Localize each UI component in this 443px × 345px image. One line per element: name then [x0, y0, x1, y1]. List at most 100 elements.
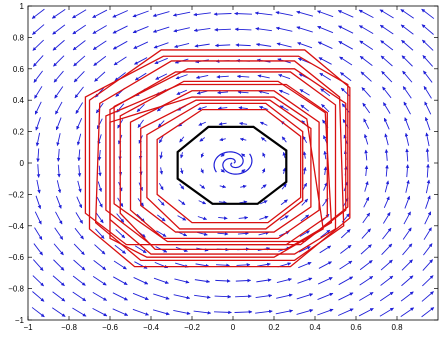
- field-arrow-81: [53, 243, 64, 256]
- field-arrow-159: [425, 195, 431, 209]
- center-spiral: [213, 151, 253, 175]
- field-arrow-202: [77, 149, 81, 162]
- field-arrow-334: [318, 57, 332, 65]
- field-arrow-353: [297, 42, 313, 49]
- field-arrow-292: [278, 89, 290, 95]
- field-arrow-115: [340, 229, 351, 239]
- field-arrow-347: [174, 42, 190, 49]
- field-arrow-113: [299, 230, 310, 237]
- y-tick-label-0: −1: [15, 316, 25, 325]
- field-arrow-209: [220, 153, 225, 157]
- field-arrow-377: [379, 24, 394, 35]
- field-arrow-380: [31, 8, 45, 19]
- field-arrow-198: [405, 164, 410, 178]
- field-arrow-306: [155, 73, 168, 80]
- field-arrow-76: [359, 260, 373, 271]
- field-arrow-7: [173, 310, 191, 315]
- field-arrow-351: [256, 42, 272, 47]
- field-arrow-19: [421, 307, 435, 318]
- field-arrow-140: [35, 195, 42, 210]
- field-arrow-337: [380, 55, 393, 67]
- field-arrow-101: [54, 227, 64, 240]
- field-arrow-287: [176, 89, 187, 95]
- field-arrow-367: [173, 27, 190, 33]
- field-arrow-173: [302, 182, 308, 191]
- field-arrow-149: [218, 200, 227, 205]
- field-arrow-169: [219, 184, 227, 189]
- field-arrow-387: [172, 11, 191, 17]
- field-arrow-396: [358, 9, 374, 19]
- field-arrow-15: [338, 308, 354, 316]
- field-arrow-123: [95, 212, 104, 224]
- field-arrow-22: [72, 291, 87, 302]
- field-arrow-117: [382, 227, 392, 240]
- field-arrow-239: [425, 132, 430, 147]
- field-arrow-345: [133, 41, 149, 49]
- field-arrow-110: [237, 231, 249, 236]
- field-arrow-191: [261, 168, 266, 174]
- field-arrow-399: [421, 8, 435, 19]
- field-arrow-216: [364, 149, 368, 161]
- field-arrow-193: [303, 167, 307, 175]
- field-arrow-120: [34, 211, 42, 225]
- field-arrow-398: [400, 9, 414, 19]
- field-arrow-373: [296, 26, 313, 33]
- field-arrow-47: [174, 278, 190, 284]
- x-tick-label-0: −1: [23, 323, 33, 332]
- field-arrow-179: [425, 179, 431, 194]
- field-arrow-245: [137, 119, 144, 128]
- field-arrow-49: [215, 279, 231, 283]
- field-arrow-196: [364, 165, 369, 177]
- field-arrow-122: [75, 212, 84, 224]
- field-arrow-46: [153, 277, 169, 284]
- field-arrow-127: [177, 215, 187, 221]
- field-arrow-114: [320, 229, 331, 238]
- field-arrow-229: [219, 137, 226, 142]
- field-arrow-141: [55, 195, 62, 209]
- field-arrow-147: [178, 199, 186, 206]
- trajectory-polygon-6: [156, 108, 302, 224]
- y-tick-label-3: −0.4: [8, 222, 24, 231]
- field-arrow-187: [179, 167, 184, 175]
- field-arrow-280: [34, 86, 43, 99]
- field-arrow-12: [275, 309, 294, 315]
- spiral-arm-1: [213, 151, 244, 173]
- field-arrow-241: [55, 117, 62, 131]
- x-tick-label-8: 0.6: [350, 323, 362, 332]
- field-arrow-97: [381, 243, 393, 256]
- field-arrow-304: [114, 72, 126, 82]
- field-arrow-58: [401, 275, 414, 287]
- field-arrow-372: [275, 26, 293, 32]
- field-arrow-251: [259, 121, 268, 126]
- field-arrow-208: [200, 152, 205, 158]
- field-arrow-397: [379, 9, 394, 19]
- field-arrow-30: [235, 294, 252, 299]
- field-arrow-109: [217, 232, 229, 236]
- field-arrow-246: [157, 120, 165, 128]
- x-tick-label-5: 0: [231, 323, 236, 332]
- field-arrow-103: [95, 228, 105, 239]
- field-arrow-311: [257, 74, 270, 79]
- field-arrow-10: [234, 310, 253, 314]
- field-arrow-28: [194, 294, 211, 299]
- field-arrow-21: [52, 291, 66, 302]
- field-arrow-276: [362, 102, 371, 114]
- field-arrow-376: [359, 25, 374, 34]
- field-arrow-338: [401, 55, 413, 67]
- field-arrow-132: [279, 215, 289, 221]
- field-arrow-118: [402, 227, 412, 240]
- field-arrow-354: [317, 41, 333, 49]
- field-arrow-312: [278, 73, 291, 80]
- field-arrow-343: [92, 40, 107, 50]
- field-arrow-126: [157, 214, 166, 222]
- field-arrow-308: [195, 74, 209, 79]
- field-arrow-104: [115, 229, 126, 239]
- field-arrow-157: [383, 196, 390, 209]
- field-arrow-355: [338, 40, 353, 50]
- field-arrow-64: [113, 260, 127, 270]
- field-arrow-363: [92, 25, 107, 34]
- trajectory-polygon-8: [84, 55, 349, 246]
- field-arrow-188: [200, 168, 204, 174]
- field-arrow-217: [384, 149, 389, 161]
